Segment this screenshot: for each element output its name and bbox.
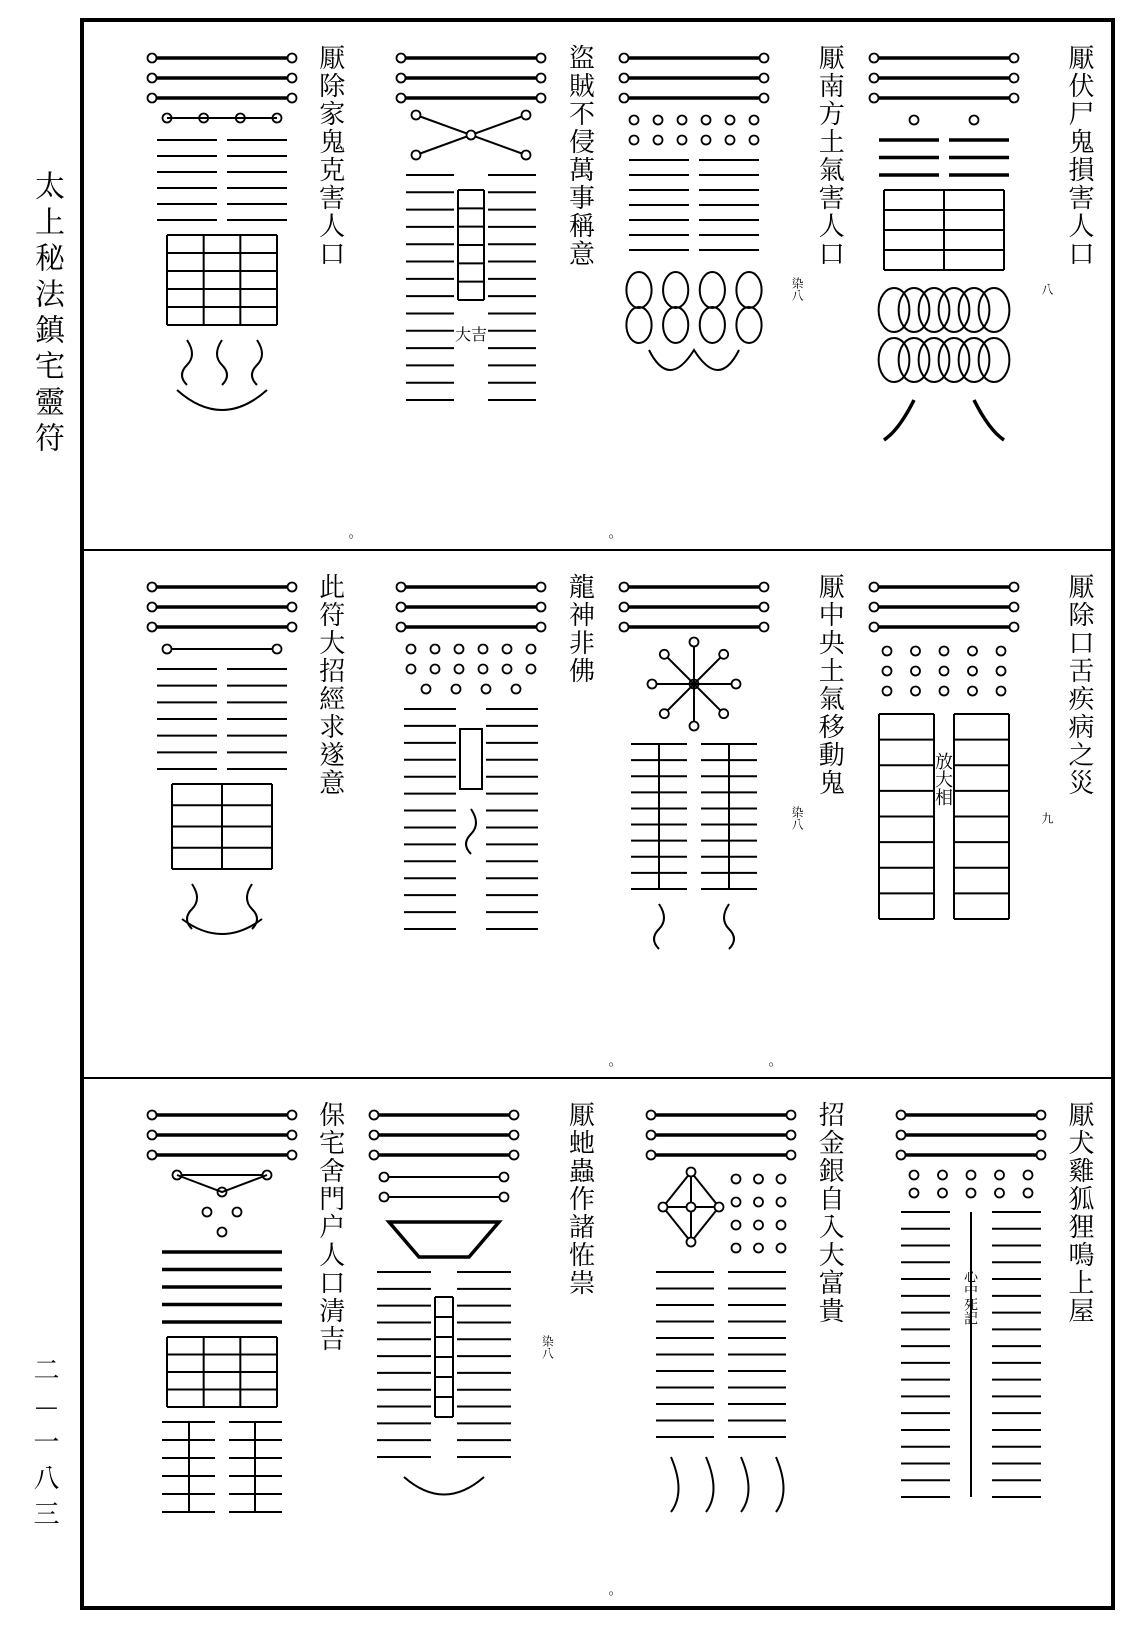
talisman-caption: 厭南方土氣害人口: [816, 40, 847, 268]
talisman-glyph: [137, 40, 307, 480]
talisman-glyph: [859, 40, 1029, 480]
talisman-caption: 此符大招經求遂意: [317, 569, 348, 797]
annotation: 染八: [789, 277, 806, 301]
talisman-caption: 厭除口舌疾病之災: [1066, 569, 1097, 797]
annotation: 九: [1039, 812, 1056, 824]
talisman-caption: 盜賊不侵萬事稱意: [566, 40, 597, 268]
talisman-glyph: [137, 1097, 307, 1537]
row: 厭除口舌疾病之災九放大相厭中央土氣移動鬼染八龍神非佛此符大招經求遂意。。: [84, 551, 1111, 1080]
talisman-entry: 厭伏尸鬼損害人口八: [847, 40, 1097, 539]
talisman-glyph: 大吉: [386, 40, 556, 480]
talisman-entry: 保宅舍門户人口清吉: [98, 1097, 348, 1596]
annotation: 染八: [539, 1335, 556, 1359]
talisman-entry: 厭南方土氣害人口染八: [598, 40, 848, 539]
svg-text:放大相: 放大相: [931, 752, 957, 806]
talisman-caption: 厭除家鬼克害人口: [317, 40, 348, 268]
talisman-entry: 招金銀自入大富貴: [598, 1097, 848, 1596]
annotation: 染八: [789, 806, 806, 830]
book-title: 太上秘法鎮宅靈符: [28, 170, 72, 458]
talisman-entry: 此符大招經求遂意: [98, 569, 348, 1068]
talisman-caption: 厭虵蟲作諸恠祟: [566, 1097, 597, 1297]
foot-dot: 。: [344, 527, 358, 547]
talisman-glyph: 心中死記: [886, 1097, 1056, 1537]
talisman-glyph: [359, 1097, 529, 1537]
talisman-glyph: 放大相: [859, 569, 1029, 1009]
talisman-caption: 保宅舍門户人口清吉: [317, 1097, 348, 1353]
talisman-entry: 厭除家鬼克害人口: [98, 40, 348, 539]
foot-dot: 。: [604, 1055, 618, 1075]
talisman-entry: 厭中央土氣移動鬼染八: [598, 569, 848, 1068]
content-frame: 厭伏尸鬼損害人口八厭南方土氣害人口染八盜賊不侵萬事稱意大吉厭除家鬼克害人口。。厭…: [80, 18, 1115, 1610]
annotation: 八: [1039, 283, 1056, 295]
foot-dot: 。: [764, 1055, 778, 1075]
talisman-glyph: [636, 1097, 806, 1537]
svg-text:心中死記: 心中死記: [961, 1269, 981, 1325]
page-number: 二—一八三: [28, 1356, 65, 1536]
svg-text:大吉: 大吉: [455, 322, 487, 345]
talisman-entry: 厭除口舌疾病之災九 放大相: [847, 569, 1097, 1068]
talisman-caption: 厭伏尸鬼損害人口: [1066, 40, 1097, 268]
talisman-caption: 龍神非佛: [566, 569, 597, 685]
talisman-glyph: [609, 569, 779, 1009]
talisman-caption: 厭中央土氣移動鬼: [816, 569, 847, 797]
talisman-glyph: [386, 569, 556, 1009]
talisman-glyph: [609, 40, 779, 480]
talisman-entry: 厭犬雞狐狸鳴上屋心中死記: [847, 1097, 1097, 1596]
talisman-entry: 厭虵蟲作諸恠祟染八: [348, 1097, 598, 1596]
foot-dot: 。: [604, 1584, 618, 1604]
page: 太上秘法鎮宅靈符 二—一八三 厭伏尸鬼損害人口八厭南方土氣害人口染八盜賊不侵萬事…: [0, 0, 1133, 1626]
foot-dot: 。: [604, 527, 618, 547]
talisman-caption: 招金銀自入大富貴: [816, 1097, 847, 1325]
row: 厭伏尸鬼損害人口八厭南方土氣害人口染八盜賊不侵萬事稱意大吉厭除家鬼克害人口。。: [84, 22, 1111, 551]
row: 厭犬雞狐狸鳴上屋心中死記招金銀自入大富貴厭虵蟲作諸恠祟染八保宅舍門户人口清吉。: [84, 1079, 1111, 1606]
talisman-entry: 龍神非佛: [348, 569, 598, 1068]
talisman-glyph: [137, 569, 307, 1009]
talisman-entry: 盜賊不侵萬事稱意大吉: [348, 40, 598, 539]
talisman-caption: 厭犬雞狐狸鳴上屋: [1066, 1097, 1097, 1325]
